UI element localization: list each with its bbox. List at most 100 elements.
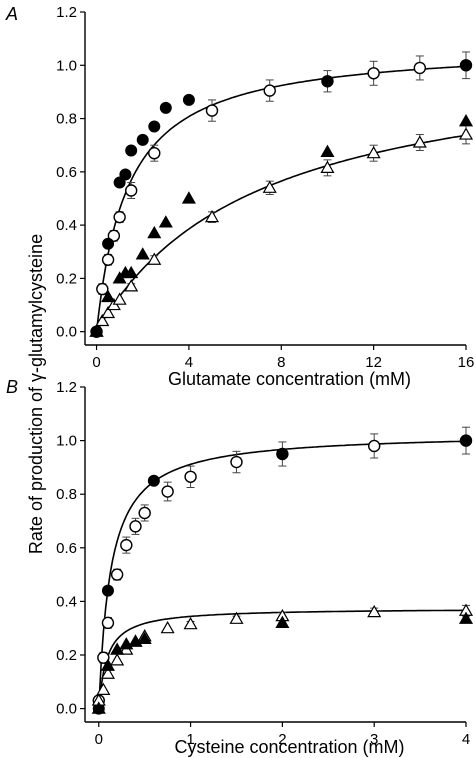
- x-tick-label: 12: [365, 354, 382, 371]
- data-point-open-triangle: [262, 180, 277, 193]
- data-point-open-circle: [107, 229, 121, 242]
- y-tick-label: 0.8: [56, 486, 77, 503]
- data-point-open-triangle: [366, 145, 381, 159]
- panel-label: A: [5, 4, 18, 24]
- data-point-open-circle: [129, 520, 142, 533]
- data-point-open-circle: [367, 439, 381, 453]
- data-point-open-triangle: [320, 160, 335, 173]
- data-point-filled-triangle: [101, 289, 116, 303]
- data-point-open-circle: [101, 253, 115, 266]
- data-point-open-circle: [113, 210, 126, 224]
- x-tick-label: 1: [186, 731, 194, 748]
- x-tick-label: 4: [462, 731, 470, 748]
- data-point-filled-triangle: [91, 701, 106, 714]
- y-axis-label: Rate of production of γ-glutamylcysteine: [26, 234, 46, 554]
- y-tick-label: 1.2: [56, 4, 77, 21]
- data-point-open-triangle: [147, 252, 162, 265]
- data-point-filled-triangle: [135, 247, 150, 260]
- data-point-filled-circle: [159, 101, 172, 114]
- data-point-open-triangle: [110, 653, 125, 666]
- data-point-filled-triangle: [147, 225, 162, 239]
- data-point-filled-triangle: [158, 215, 173, 228]
- x-tick-label: 8: [277, 354, 285, 371]
- y-tick-label: 1.2: [56, 379, 77, 396]
- data-point-open-triangle: [112, 292, 127, 305]
- data-point-open-circle: [110, 568, 124, 581]
- y-tick-label: 0.0: [56, 324, 77, 341]
- data-point-filled-triangle: [89, 324, 104, 337]
- y-tick-label: 0.2: [56, 270, 77, 287]
- data-point-open-triangle: [367, 604, 382, 618]
- data-point-filled-triangle: [181, 191, 196, 204]
- data-point-filled-circle: [276, 448, 289, 460]
- data-point-filled-circle: [147, 474, 160, 487]
- x-tick-label: 2: [278, 731, 286, 748]
- data-point-open-circle: [367, 67, 380, 80]
- x-tick-label: 16: [458, 354, 475, 371]
- data-point-filled-circle: [148, 120, 161, 133]
- data-point-filled-circle: [119, 168, 132, 181]
- data-point-open-circle: [138, 506, 151, 520]
- data-point-filled-triangle: [458, 114, 474, 127]
- y-tick-label: 0.0: [56, 701, 77, 718]
- data-point-open-circle: [101, 616, 115, 630]
- data-point-open-triangle: [100, 666, 115, 679]
- data-point-open-circle: [120, 538, 133, 552]
- x-tick-label: 0: [95, 731, 103, 748]
- data-point-filled-circle: [460, 59, 472, 72]
- panel-label: B: [6, 377, 18, 397]
- data-point-filled-triangle: [458, 611, 474, 624]
- data-point-filled-circle: [125, 144, 138, 157]
- data-point-filled-circle: [182, 93, 195, 106]
- data-point-open-triangle: [160, 620, 175, 634]
- x-axis-label: Glutamate concentration (mM): [168, 369, 411, 389]
- data-point-filled-triangle: [320, 144, 335, 157]
- data-point-open-circle: [161, 485, 174, 498]
- data-point-open-circle: [230, 455, 243, 469]
- data-point-open-triangle: [95, 313, 110, 327]
- y-tick-label: 1.0: [56, 57, 77, 74]
- data-point-filled-circle: [321, 75, 334, 88]
- data-point-open-circle: [124, 184, 138, 197]
- data-point-filled-triangle: [124, 265, 139, 279]
- y-tick-label: 0.6: [56, 164, 77, 181]
- x-tick-label: 4: [185, 354, 193, 371]
- data-point-open-triangle: [101, 305, 116, 319]
- panel-b-chart: 0.0 0.2 0.4 0.6 0.8 1.0 1.2 0 1 2 3 4 Cysteine conce…: [6, 377, 474, 757]
- data-point-filled-triangle: [100, 658, 115, 671]
- data-point-filled-circle: [136, 133, 149, 146]
- x-tick-label: 0: [92, 354, 100, 371]
- data-point-filled-circle: [101, 584, 114, 597]
- panel-a-chart: 0.0 0.2 0.4 0.6 0.8 1.0 1.2 0 4 8 12 16 Glutamate co…: [5, 4, 474, 389]
- data-point-open-triangle: [96, 682, 111, 695]
- x-tick-label: 3: [370, 731, 378, 748]
- data-point-open-triangle: [458, 127, 474, 140]
- data-point-filled-triangle: [275, 615, 290, 628]
- fit-curve-2: [95, 134, 467, 333]
- data-point-filled-circle: [460, 434, 472, 447]
- data-point-open-circle: [205, 104, 219, 117]
- data-point-open-triangle: [229, 611, 244, 624]
- data-point-open-circle: [96, 282, 109, 296]
- data-point-filled-circle: [102, 237, 115, 250]
- data-point-open-circle: [413, 61, 427, 75]
- data-point-open-triangle: [183, 616, 198, 630]
- data-point-open-triangle: [124, 279, 139, 292]
- y-tick-label: 0.2: [56, 647, 77, 664]
- x-axis-label: Cysteine concentration (mM): [174, 737, 404, 757]
- fit-curve-1: [95, 65, 467, 332]
- y-tick-label: 1.0: [56, 433, 77, 450]
- data-point-filled-triangle: [137, 631, 152, 645]
- data-point-open-circle: [184, 470, 197, 483]
- y-tick-label: 0.6: [56, 540, 77, 557]
- y-tick-label: 0.4: [56, 217, 77, 234]
- data-point-open-circle: [97, 651, 110, 664]
- y-tick-label: 0.4: [56, 593, 77, 610]
- data-point-open-triangle: [204, 209, 220, 223]
- data-point-open-triangle: [412, 135, 427, 148]
- data-point-filled-circle: [113, 176, 126, 189]
- data-point-open-circle: [148, 146, 161, 160]
- y-tick-label: 0.8: [56, 111, 77, 128]
- data-point-open-circle: [263, 84, 276, 97]
